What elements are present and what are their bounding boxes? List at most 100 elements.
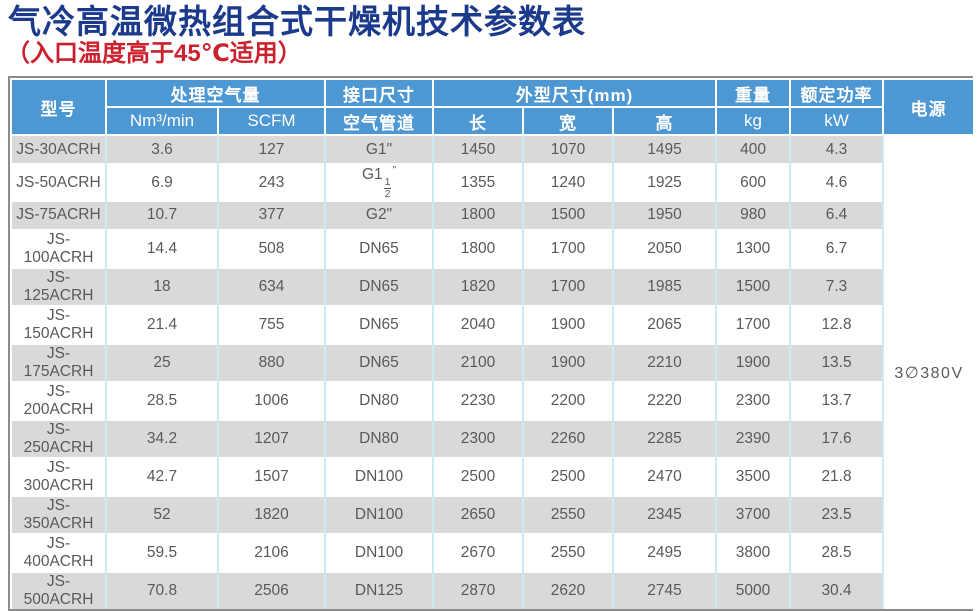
cell-kw: 17.6	[789, 418, 884, 458]
cell-pipe: DN125	[324, 570, 433, 609]
cell-kw: 7.3	[789, 266, 884, 306]
cell-kw: 28.5	[789, 532, 884, 572]
cell-pipe: DN65	[324, 228, 433, 268]
cell-scfm: 508	[217, 228, 325, 268]
header-port-sub: 空气管道	[324, 106, 434, 137]
table-body: JS-30ACRH 3.6 127 G1" 1450 1070 1495 400 4.3 3∅38…	[10, 134, 975, 609]
cell-pipe: DN65	[324, 342, 433, 382]
cell-nm3: 6.9	[105, 163, 218, 201]
cell-scfm: 634	[217, 266, 325, 306]
cell-model: JS-250ACRH	[10, 418, 106, 458]
header-supply: 电源	[882, 78, 976, 137]
cell-nm3: 25	[105, 342, 218, 382]
cell-kg: 1300	[715, 228, 791, 268]
cell-scfm: 127	[217, 134, 325, 165]
cell-hei: 2345	[611, 494, 717, 534]
table-row: JS-300ACRH 42.7 1507 DN100 2500 2500 2470 3500 2…	[10, 456, 974, 496]
cell-model: JS-400ACRH	[10, 532, 106, 572]
cell-kg: 980	[715, 199, 791, 230]
cell-pipe: DN65	[324, 304, 433, 344]
cell-len: 1355	[432, 163, 523, 201]
header-dims-group: 外型尺寸(mm)	[431, 78, 718, 109]
header-unit-scfm: SCFM	[217, 106, 326, 137]
cell-hei: 2470	[611, 456, 717, 496]
cell-kg: 600	[715, 163, 791, 201]
table-row: JS-30ACRH 3.6 127 G1" 1450 1070 1495 400 4.3 3∅38…	[10, 134, 975, 609]
header-model: 型号	[10, 78, 107, 137]
header-weight-unit: kg	[715, 106, 792, 137]
cell-kw: 12.8	[789, 304, 884, 344]
cell-len: 2100	[432, 342, 523, 382]
table-row: JS-250ACRH 34.2 1207 DN80 2300 2260 2285 2390 17…	[10, 418, 974, 458]
cell-pipe: DN100	[324, 494, 433, 534]
table-row: JS-400ACRH 59.5 2106 DN100 2670 2550 2495 3800 2…	[10, 532, 974, 572]
cell-nm3: 42.7	[105, 456, 218, 496]
cell-len: 2040	[432, 304, 523, 344]
cell-kw: 13.7	[789, 380, 884, 420]
page-title: 气冷高温微热组合式干燥机技术参数表	[8, 3, 586, 40]
table-row: JS-50ACRH 6.9 243 G1 1 2 " 1355 1240 1925 600 4.6	[10, 163, 974, 201]
table-row: JS-500ACRH 70.8 2506 DN125 2870 2620 2745 5000 3…	[10, 570, 974, 609]
cell-wid: 2620	[522, 570, 613, 609]
cell-scfm: 1507	[217, 456, 325, 496]
cell-nm3: 52	[105, 494, 218, 534]
cell-kw: 23.5	[789, 494, 884, 534]
cell-kw: 6.7	[789, 228, 884, 268]
cell-len: 2300	[432, 418, 523, 458]
cell-len: 2650	[432, 494, 523, 534]
cell-pipe: DN80	[324, 380, 433, 420]
cell-pipe: G2"	[324, 199, 433, 230]
header-dim-height: 高	[611, 106, 718, 137]
cell-wid: 2550	[522, 532, 613, 572]
cell-pipe: G1 1 2 "	[324, 163, 433, 201]
cell-kg: 1900	[715, 342, 791, 382]
cell-model: JS-300ACRH	[10, 456, 106, 496]
cell-scfm: 1207	[217, 418, 325, 458]
cell-pipe: G1"	[324, 134, 433, 165]
cell-len: 2870	[432, 570, 523, 609]
cell-len: 2230	[432, 380, 523, 420]
cell-nm3: 34.2	[105, 418, 218, 458]
page-subtitle: （入口温度高于45℃适用）	[6, 39, 302, 67]
cell-model: JS-175ACRH	[10, 342, 106, 382]
cell-len: 1820	[432, 266, 523, 306]
cell-kg: 3700	[715, 494, 791, 534]
header-unit-nm3: Nm³/min	[105, 106, 219, 137]
cell-pipe: DN100	[324, 532, 433, 572]
cell-hei: 2285	[611, 418, 717, 458]
cell-scfm: 2506	[217, 570, 325, 609]
cell-hei: 1495	[611, 134, 717, 165]
cell-len: 1800	[432, 228, 523, 268]
cell-hei: 2495	[611, 532, 717, 572]
cell-nm3: 18	[105, 266, 218, 306]
cell-power-supply: 3∅380V	[882, 134, 975, 609]
cell-wid: 2260	[522, 418, 613, 458]
cell-hei: 1925	[611, 163, 717, 201]
cell-kg: 1700	[715, 304, 791, 344]
table-row: JS-350ACRH 52 1820 DN100 2650 2550 2345 3700 23.…	[10, 494, 974, 534]
cell-kw: 4.6	[789, 163, 884, 201]
cell-len: 2500	[432, 456, 523, 496]
table-row: JS-100ACRH 14.4 508 DN65 1800 1700 2050 1300 6.7	[10, 228, 974, 268]
cell-nm3: 21.4	[105, 304, 218, 344]
cell-model: JS-125ACRH	[10, 266, 106, 306]
cell-model: JS-75ACRH	[10, 199, 106, 230]
table-row: JS-150ACRH 21.4 755 DN65 2040 1900 2065 1700 12.…	[10, 304, 974, 344]
cell-model: JS-50ACRH	[10, 163, 106, 201]
cell-kw: 4.3	[789, 134, 884, 165]
cell-hei: 2220	[611, 380, 717, 420]
cell-wid: 2200	[522, 380, 613, 420]
cell-kw: 13.5	[789, 342, 884, 382]
table-row: JS-75ACRH 10.7 377 G2" 1800 1500 1950 980 6.4	[10, 199, 974, 230]
cell-model: JS-30ACRH	[10, 134, 106, 165]
table-row: JS-175ACRH 25 880 DN65 2100 1900 2210 1900 13.5	[10, 342, 974, 382]
cell-kg: 3500	[715, 456, 791, 496]
cell-nm3: 59.5	[105, 532, 218, 572]
cell-scfm: 755	[217, 304, 325, 344]
header-power-group: 额定功率	[789, 78, 885, 109]
cell-scfm: 1820	[217, 494, 325, 534]
cell-kg: 5000	[715, 570, 791, 609]
table-row: JS-125ACRH 18 634 DN65 1820 1700 1985 1500 7.3	[10, 266, 974, 306]
cell-wid: 1240	[522, 163, 613, 201]
cell-wid: 1070	[522, 134, 613, 165]
